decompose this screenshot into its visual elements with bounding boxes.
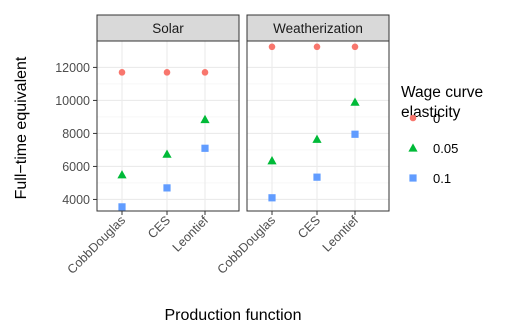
legend-label: 0.1	[433, 171, 451, 186]
x-axis-title: Production function	[165, 307, 302, 324]
data-point	[351, 43, 359, 51]
data-point	[117, 170, 127, 179]
data-point	[163, 69, 171, 76]
facet-label: Solar	[152, 21, 184, 36]
y-tick-label: 10000	[55, 94, 90, 108]
facet-panel: Solar	[96, 14, 240, 212]
y-tick-label: 4000	[62, 193, 90, 207]
facet-strip	[246, 14, 390, 42]
data-point	[201, 69, 209, 76]
data-point	[162, 149, 172, 158]
legend-key	[408, 143, 418, 152]
data-point	[351, 130, 359, 138]
facet-panels: Solar Weatherization	[96, 14, 390, 212]
legend-title: Wage curve	[401, 84, 483, 101]
data-point	[268, 43, 276, 51]
x-tick-label: CES	[295, 213, 323, 241]
facet-strip	[96, 14, 240, 42]
legend-key	[409, 174, 417, 182]
data-point	[267, 156, 277, 165]
legend-key	[409, 114, 417, 122]
legend-label: 0	[433, 111, 440, 126]
legend-label: 0.05	[433, 141, 458, 156]
panel-border	[246, 40, 390, 212]
panel-border	[96, 40, 240, 212]
y-axis: 4000 6000 8000 10000 12000	[55, 61, 97, 207]
data-point	[350, 97, 360, 106]
data-point	[313, 173, 321, 181]
facet-panel: Weatherization	[246, 14, 390, 212]
data-point	[163, 184, 171, 192]
x-tick-label: CobbDouglas	[65, 213, 128, 276]
x-tick-label: CES	[145, 213, 173, 241]
data-point	[118, 203, 126, 211]
facet-label: Weatherization	[273, 21, 363, 36]
data-point	[201, 144, 209, 152]
data-point	[268, 194, 276, 202]
data-point	[313, 43, 321, 51]
y-tick-label: 6000	[62, 160, 90, 174]
data-point	[312, 134, 322, 143]
x-tick-label: Leontief	[320, 213, 362, 255]
panel-background	[247, 41, 389, 211]
x-tick-label: Leontief	[170, 213, 212, 255]
y-axis-title: Full−time equivalent	[13, 56, 30, 199]
y-tick-label: 8000	[62, 127, 90, 141]
data-point	[118, 69, 126, 76]
data-point	[200, 114, 210, 124]
x-tick-label: CobbDouglas	[215, 213, 278, 276]
y-tick-label: 12000	[55, 61, 90, 75]
